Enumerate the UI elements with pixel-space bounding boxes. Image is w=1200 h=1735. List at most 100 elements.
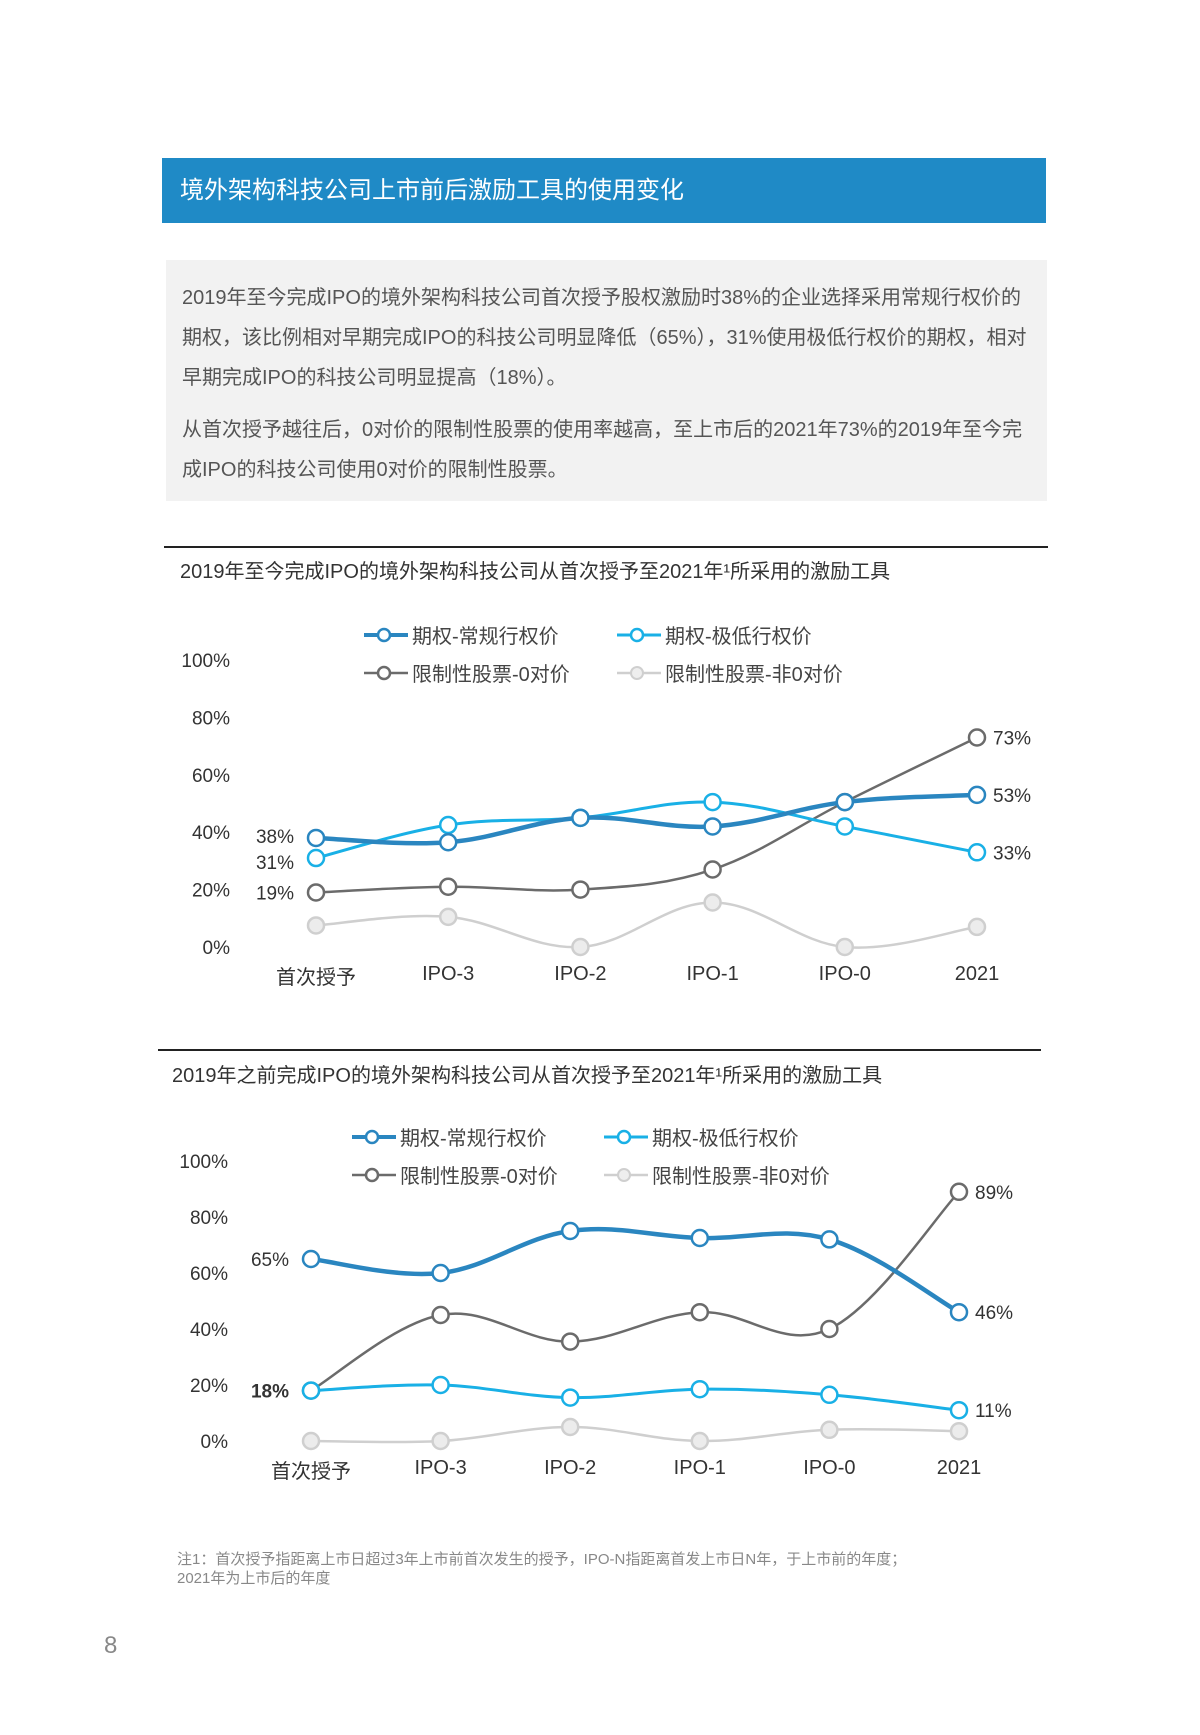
data-label: 18% [251,1382,289,1403]
data-point-low [703,792,722,812]
x-tick-label: 2021 [955,963,1000,985]
legend-item-regular: 期权-常规行权价 [362,620,559,649]
data-label: 38% [256,827,294,848]
legend-item-rs0: 限制性股票-0对价 [362,658,570,687]
data-point-low [967,843,987,862]
data-point-non0 [571,937,590,957]
y-tick-label: 100% [181,651,230,672]
data-point-rs0 [820,1319,839,1339]
data-label: 73% [993,728,1031,749]
series-line-regular [315,792,978,846]
data-point-low [431,1375,450,1395]
page-number: 8 [104,1632,118,1659]
x-tick-label: IPO-1 [674,1457,726,1479]
data-point-low [560,1388,580,1407]
data-point-non0 [438,907,458,927]
legend-item-non0: 限制性股票-非0对价 [602,1160,830,1189]
data-point-non0 [703,893,722,912]
data-point-rs0 [690,1302,710,1322]
data-point-non0 [949,1421,969,1441]
y-tick-label: 80% [190,1208,228,1229]
chart-2-plot: 0% 20% 40% 60% 80% 100% 首次授予 IPO-3 IPO-2 IPO-1 IPO… [179,1152,1013,1483]
summary-paragraph: 2019年至今完成IPO的境外架构科技公司首次授予股权激励时38%的企业选择采用… [182,287,1027,389]
section-header: 境外架构科技公司上市前后激励工具的使用变化 [162,158,1046,223]
section-title: 境外架构科技公司上市前后激励工具的使用变化 [180,177,684,204]
legend-item-rs0: 限制性股票-0对价 [350,1160,558,1189]
footnote-line: 注1：首次授予指距离上市日超过3年上市前首次发生的授予，IPO-N指距离首发上市… [177,1551,907,1568]
y-tick-label: 60% [192,766,230,787]
data-point-low [306,848,326,868]
data-point-regular [835,792,855,812]
series-line-low [315,800,978,860]
legend-item-low: 期权-极低行权价 [615,620,812,649]
data-label: 89% [975,1183,1013,1204]
series-line-low [310,1383,960,1412]
data-point-low [690,1379,710,1399]
data-point-non0 [301,1431,321,1451]
data-point-rs0 [703,860,722,879]
y-tick-label: 40% [192,823,230,844]
series-line-rs0 [315,736,978,894]
data-point-regular [703,817,722,836]
x-tick-label: IPO-3 [414,1457,466,1479]
data-point-rs0 [431,1305,450,1325]
chart-1-plot: 0% 20% 40% 60% 80% 100% 首次授予 IPO-3 IPO-2 IPO-1 IPO… [181,651,1031,989]
y-tick-label: 20% [190,1376,228,1397]
legend-item-regular: 期权-常规行权价 [350,1122,547,1151]
footnote: 注1：首次授予指距离上市日超过3年上市前首次发生的授予，IPO-N指距离首发上市… [177,1550,1057,1588]
chart-1-rule [164,546,1048,548]
data-point-non0 [820,1420,839,1440]
legend-item-low: 期权-极低行权价 [602,1122,799,1151]
data-label: 31% [256,853,294,874]
data-point-non0 [835,937,855,957]
data-point-non0 [306,916,326,935]
data-point-low [301,1381,321,1400]
data-point-regular [306,828,326,848]
legend-marker-icon [352,1167,396,1182]
data-point-low [438,815,458,835]
data-point-regular [438,832,458,852]
x-tick-label: IPO-2 [544,1457,596,1479]
y-tick-label: 100% [179,1152,228,1173]
y-tick-label: 60% [190,1264,228,1285]
data-label: 33% [993,843,1031,864]
legend-marker-icon [364,665,408,680]
x-tick-label: IPO-0 [803,1457,855,1479]
y-tick-label: 40% [190,1320,228,1341]
series-line-non0 [310,1425,960,1444]
data-point-regular [560,1221,580,1241]
data-label: 19% [256,883,294,904]
summary-paragraph: 从首次授予越往后，0对价的限制性股票的使用率越高，至上市后的2021年73%的2… [182,419,1023,481]
summary-box: 2019年至今完成IPO的境外架构科技公司首次授予股权激励时38%的企业选择采用… [166,260,1047,501]
y-tick-label: 20% [192,881,230,902]
legend-marker-icon [364,627,408,642]
y-tick-label: 80% [192,708,230,729]
legend-marker-icon [617,627,661,642]
data-label: 46% [975,1303,1013,1324]
series-line-regular [310,1226,961,1315]
data-point-non0 [431,1431,450,1451]
data-point-rs0 [438,877,458,896]
data-point-non0 [560,1417,580,1437]
chart-2-rule [158,1049,1041,1051]
data-label: 53% [993,786,1031,807]
data-point-low [820,1385,839,1405]
x-tick-label: IPO-1 [686,963,738,985]
x-tick-label: 首次授予 [276,966,356,989]
data-point-rs0 [571,880,590,899]
series-line-rs0 [310,1190,960,1392]
x-tick-label: IPO-0 [819,963,871,985]
y-tick-label: 0% [201,1432,229,1453]
footnote-line: 2021年为上市后的年度 [177,1570,331,1587]
data-point-regular [949,1302,969,1322]
data-point-regular [431,1263,450,1283]
x-tick-label: IPO-3 [422,963,474,985]
series-line-non0 [315,901,978,949]
data-point-non0 [967,917,987,937]
legend-item-non0: 限制性股票-非0对价 [615,658,843,687]
x-tick-label: IPO-2 [554,963,606,985]
data-label: 11% [975,1401,1012,1422]
data-point-regular [571,808,590,828]
legend-marker-icon [617,665,661,680]
data-point-rs0 [967,728,987,747]
